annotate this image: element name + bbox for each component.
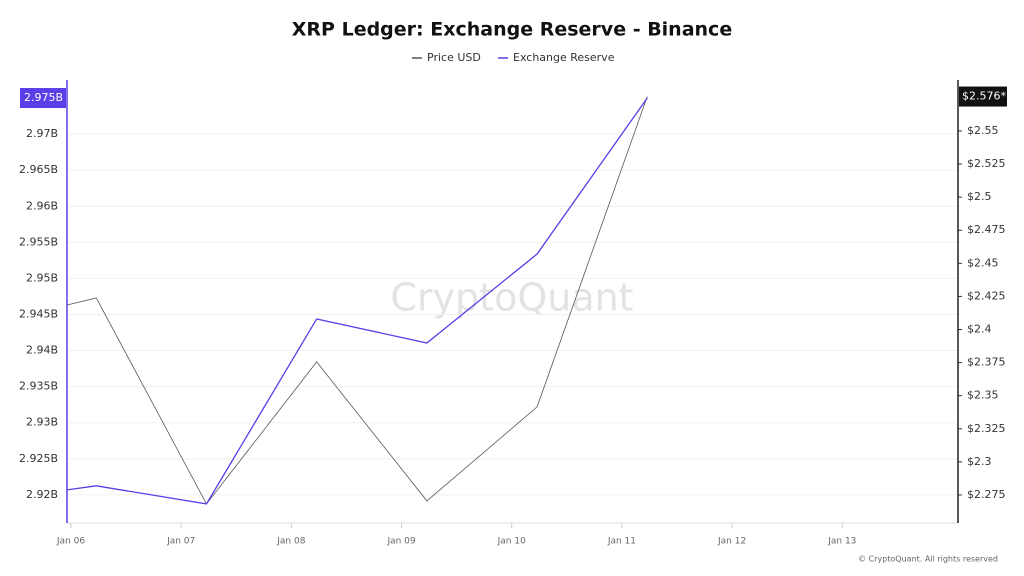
y-tick-label: 2.93B bbox=[26, 416, 58, 429]
y-tick-label: 2.945B bbox=[19, 307, 58, 320]
y2-tick-label: $2.3 bbox=[967, 455, 992, 468]
last-value-label: 2.975B bbox=[24, 91, 63, 104]
y2-tick-label: $2.35 bbox=[967, 389, 999, 402]
y-tick-label: 2.925B bbox=[19, 452, 58, 465]
x-tick-label: Jan 12 bbox=[717, 537, 746, 547]
last-value-box bbox=[20, 88, 66, 109]
last-value-box bbox=[959, 86, 1007, 107]
x-tick-label: Jan 09 bbox=[386, 537, 415, 547]
y-tick-label: 2.94B bbox=[26, 344, 58, 357]
x-tick-label: Jan 08 bbox=[276, 537, 305, 547]
y-tick-label: 2.935B bbox=[19, 380, 58, 393]
watermark: CryptoQuant bbox=[390, 276, 633, 320]
x-tick-label: Jan 10 bbox=[497, 537, 526, 547]
y2-tick-label: $2.475 bbox=[967, 223, 1006, 236]
y-tick-label: 2.92B bbox=[26, 488, 58, 501]
y-tick-label: 2.95B bbox=[26, 271, 58, 284]
chart-title: XRP Ledger: Exchange Reserve - Binance bbox=[292, 19, 732, 41]
last-value-label: $2.576* bbox=[962, 90, 1006, 103]
y-tick-label: 2.96B bbox=[26, 199, 58, 212]
y-tick-label: 2.955B bbox=[19, 235, 58, 248]
series-line bbox=[66, 97, 648, 505]
y2-tick-label: $2.425 bbox=[967, 289, 1006, 302]
y2-tick-label: $2.525 bbox=[967, 157, 1006, 170]
y2-tick-label: $2.5 bbox=[967, 190, 992, 203]
y2-tick-label: $2.55 bbox=[967, 124, 999, 137]
legend-label: Exchange Reserve bbox=[513, 51, 615, 64]
y2-tick-label: $2.275 bbox=[967, 488, 1006, 501]
y-tick-label: 2.97B bbox=[26, 127, 58, 140]
x-tick-label: Jan 11 bbox=[607, 537, 636, 547]
y2-tick-label: $2.45 bbox=[967, 256, 999, 269]
footer: © CryptoQuant. All rights reserved bbox=[858, 555, 998, 564]
y-tick-label: 2.965B bbox=[19, 163, 58, 176]
y2-tick-label: $2.4 bbox=[967, 322, 992, 335]
x-tick-label: Jan 13 bbox=[827, 537, 856, 547]
y2-tick-label: $2.375 bbox=[967, 356, 1006, 369]
series-line bbox=[66, 96, 648, 505]
x-tick-label: Jan 07 bbox=[166, 537, 195, 547]
x-tick-label: Jan 06 bbox=[56, 537, 85, 547]
y2-tick-label: $2.325 bbox=[967, 422, 1006, 435]
legend-label: Price USD bbox=[427, 51, 481, 64]
